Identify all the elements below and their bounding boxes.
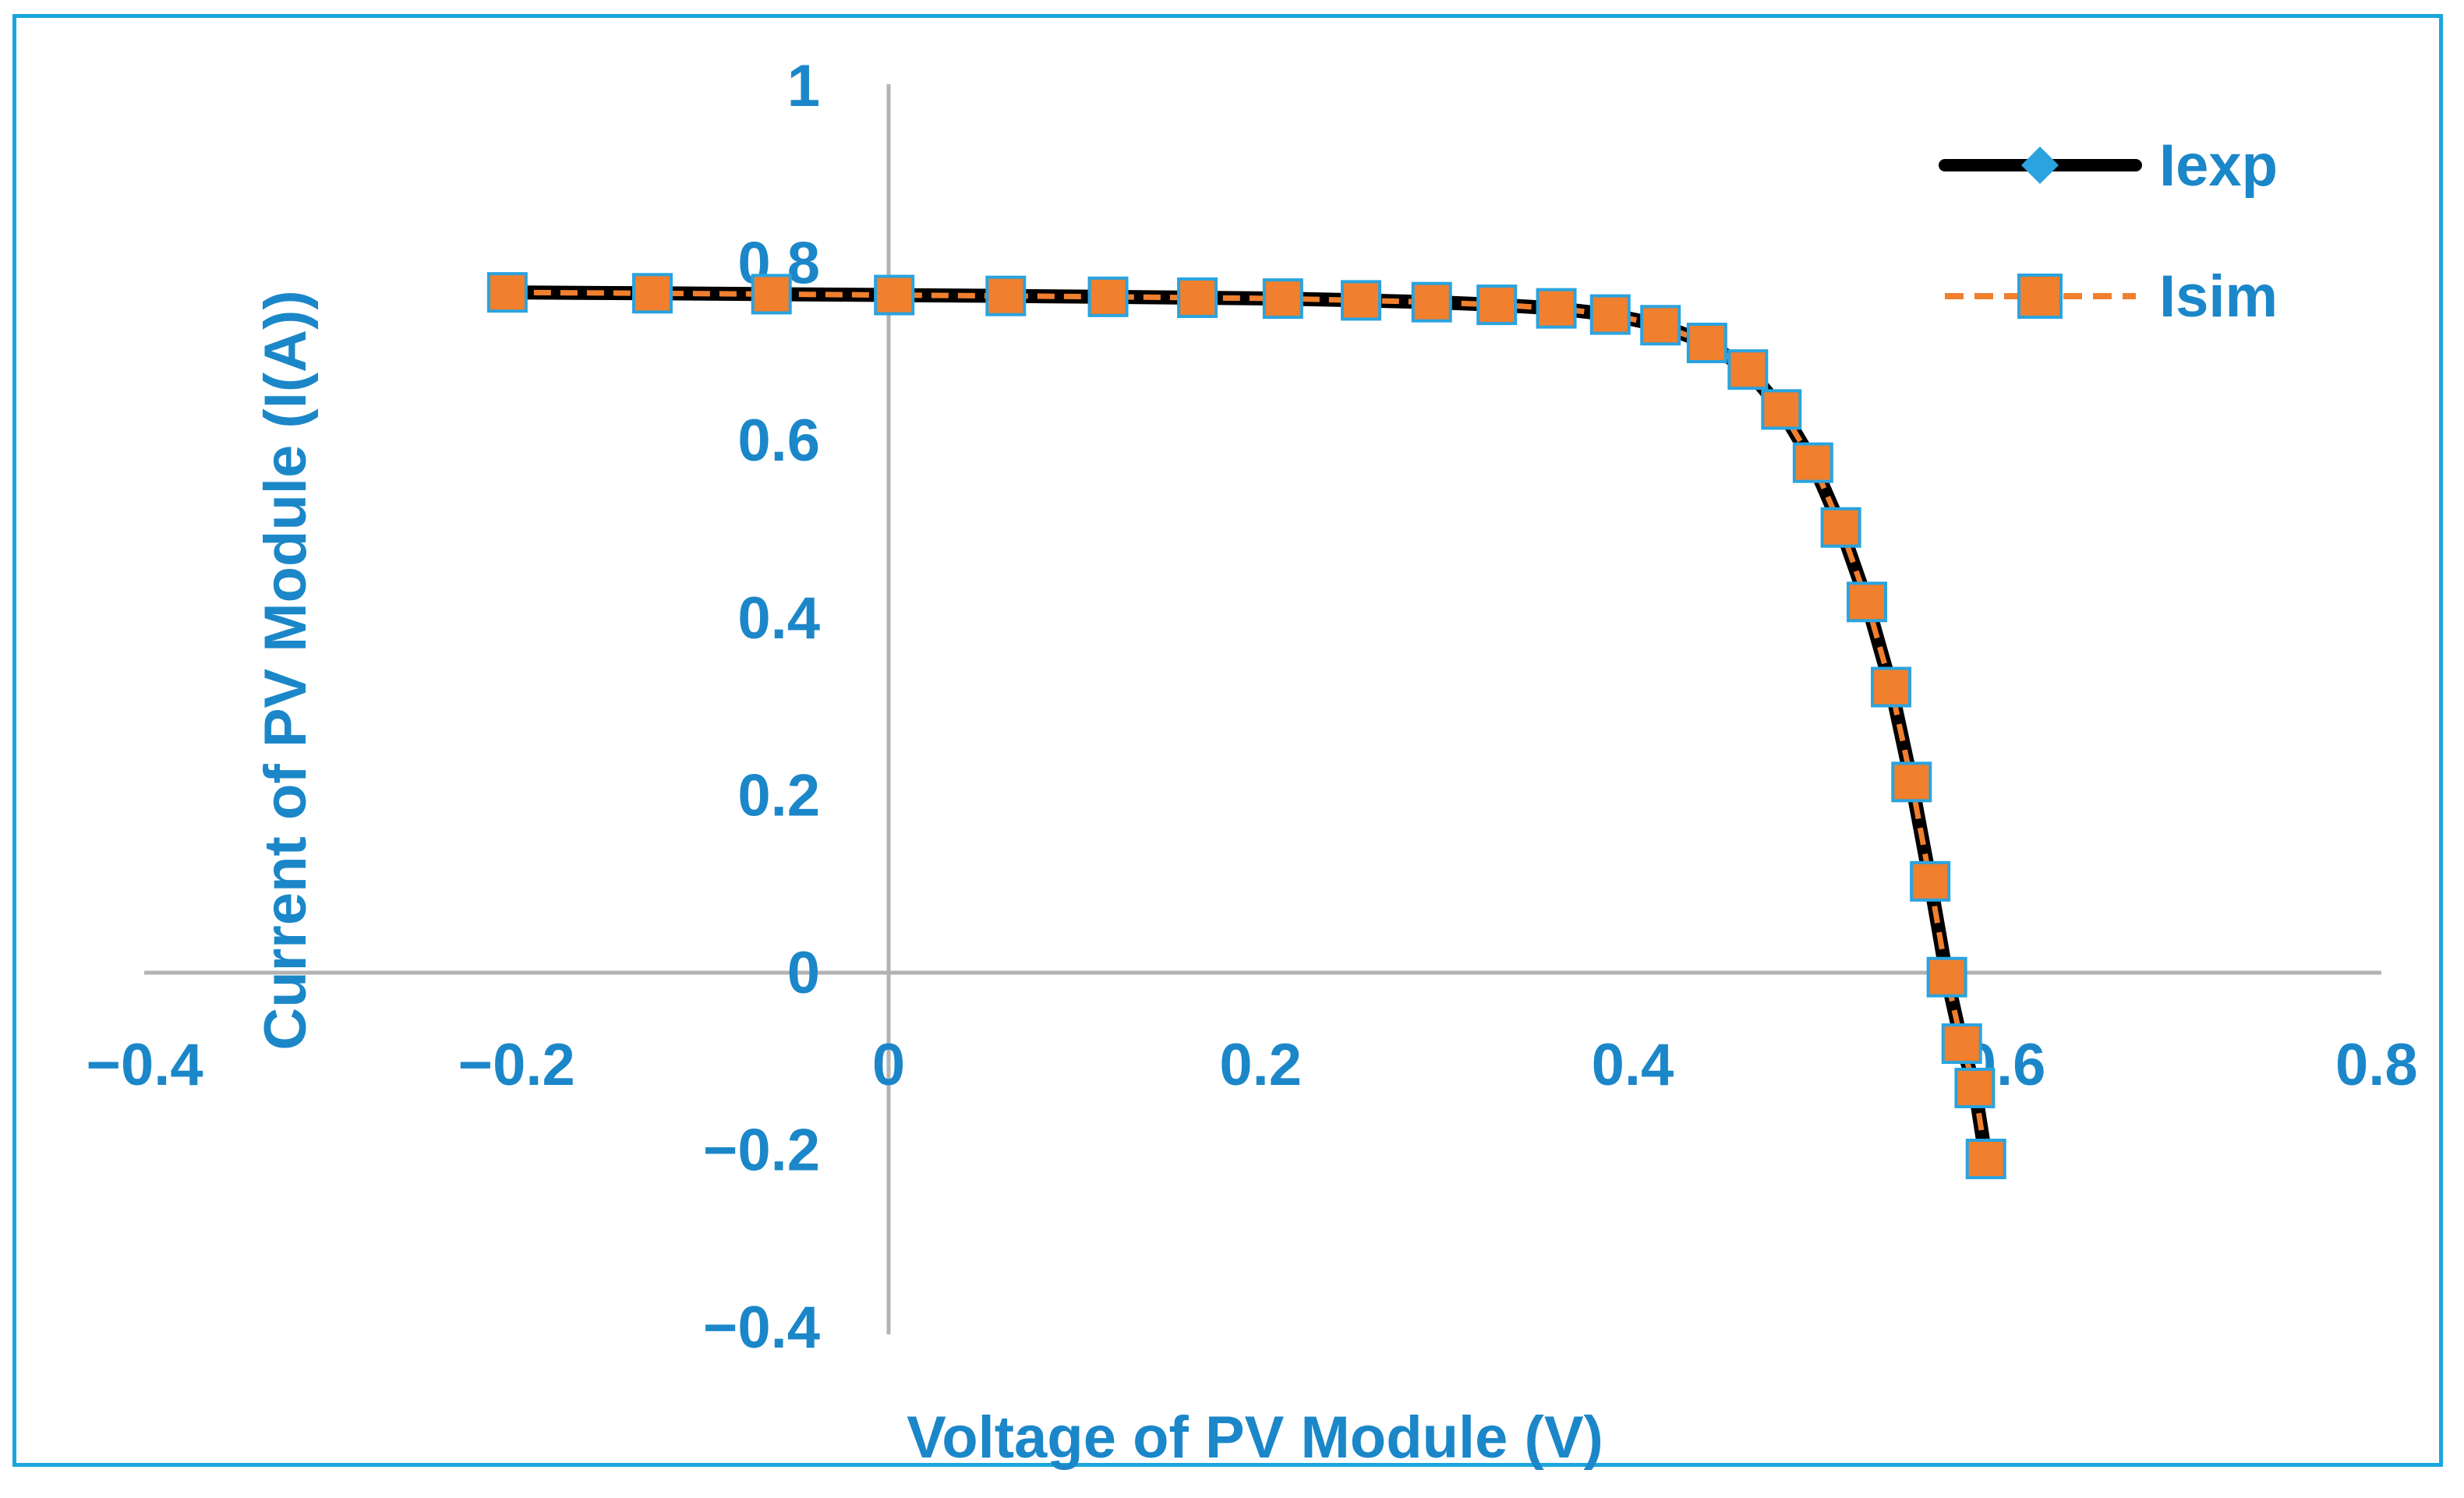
isim-data-point: [1087, 276, 1129, 317]
isim-data-point: [1792, 442, 1833, 483]
isim-data-point: [1847, 581, 1888, 623]
legend-isim-marker: [2017, 274, 2063, 319]
isim-data-point: [1411, 281, 1452, 323]
y-tick-label: 0.4: [737, 585, 820, 652]
y-tick-label: 0.6: [737, 408, 820, 474]
y-tick-label: 0: [787, 940, 820, 1006]
x-tick-label: −0.4: [87, 1032, 203, 1098]
isim-data-point: [631, 273, 673, 314]
isim-data-point: [1589, 294, 1631, 335]
isim-data-point: [1871, 666, 1912, 708]
x-tick-label: 0.2: [1219, 1032, 1302, 1098]
chart-frame: [12, 14, 2443, 1467]
isim-data-point: [1640, 305, 1681, 346]
legend-iexp-label: Iexp: [2159, 132, 2278, 199]
axes: [144, 84, 2381, 1334]
isim-data-point: [874, 274, 915, 316]
isim-data-point: [751, 274, 792, 315]
isim-data-point: [1941, 1023, 1982, 1065]
isim-data-point: [985, 275, 1027, 316]
isim-data-point: [1891, 761, 1932, 803]
y-axis-title: Current of PV Module (I(A)): [253, 290, 319, 1050]
x-axis-title: Voltage of PV Module (V): [907, 1404, 1603, 1471]
isim-data-point: [1262, 278, 1303, 320]
isim-data-point: [1926, 956, 1967, 998]
y-tick-label: −0.2: [703, 1118, 820, 1184]
x-tick-label: 0.4: [1592, 1032, 1674, 1098]
x-tick-label: −0.2: [458, 1032, 575, 1098]
isim-data-point: [1476, 284, 1518, 326]
x-tick-label: 0.8: [2335, 1032, 2418, 1098]
series-layer: [486, 272, 2006, 1179]
y-tick-labels: −0.4−0.200.20.40.60.81: [703, 53, 820, 1361]
isim-data-point: [1820, 507, 1861, 548]
legend: Iexp Isim: [1939, 132, 2278, 330]
x-tick-labels: −0.4 −0.2 0 0.2 0.4 0.6 0.8: [87, 1032, 2418, 1098]
isim-data-point: [486, 272, 528, 313]
isim-data-point: [1910, 860, 1951, 902]
isim-data-point: [1727, 349, 1769, 390]
isim-data-point: [1686, 323, 1727, 364]
x-tick-label: 0: [872, 1032, 905, 1098]
isim-data-point: [1341, 280, 1382, 321]
legend-iexp-marker: [2021, 147, 2059, 184]
legend-isim-label: Isim: [2159, 263, 2278, 330]
y-tick-label: −0.4: [703, 1295, 820, 1361]
isim-data-point: [1177, 277, 1218, 318]
isim-data-point: [1954, 1067, 1996, 1108]
y-tick-label: 0.2: [737, 762, 820, 828]
isim-data-point: [1761, 389, 1802, 430]
y-tick-label: 1: [787, 53, 820, 119]
isim-data-point: [1965, 1138, 2006, 1179]
isim-data-point: [1536, 288, 1577, 329]
